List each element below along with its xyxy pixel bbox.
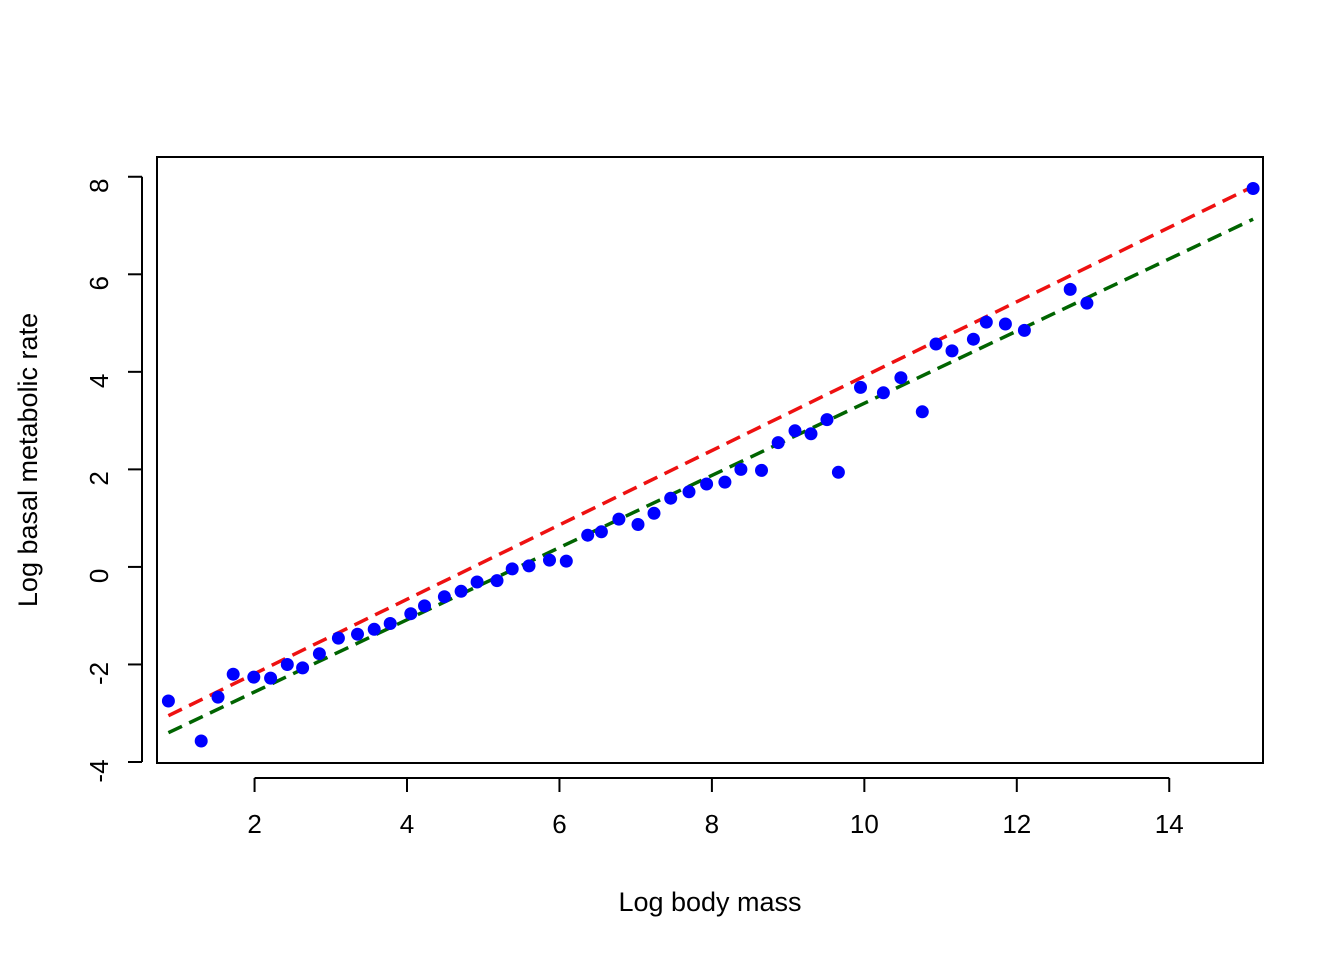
fit-line-red bbox=[167, 184, 1254, 718]
data-point bbox=[331, 631, 345, 645]
fit-line-green bbox=[167, 217, 1254, 735]
y-tick-label: 0 bbox=[84, 569, 114, 583]
data-point bbox=[505, 562, 519, 576]
data-point bbox=[247, 670, 261, 684]
data-point bbox=[543, 553, 556, 567]
data-point bbox=[682, 485, 696, 499]
data-point bbox=[418, 599, 431, 613]
data-point bbox=[647, 506, 661, 520]
data-point bbox=[718, 475, 732, 489]
data-point bbox=[979, 315, 993, 329]
data-point bbox=[854, 380, 867, 394]
x-tick-label: 2 bbox=[247, 809, 261, 839]
data-point bbox=[437, 590, 451, 604]
data-point bbox=[945, 344, 959, 358]
y-tick-label: 8 bbox=[84, 179, 114, 193]
data-point bbox=[929, 337, 943, 351]
x-tick-label: 6 bbox=[552, 809, 566, 839]
x-tick-label: 14 bbox=[1155, 809, 1184, 839]
x-axis: 2 4 6 8 10 12 14 bbox=[247, 777, 1184, 839]
data-point bbox=[612, 512, 626, 526]
data-point bbox=[383, 617, 397, 630]
data-point bbox=[404, 607, 418, 621]
data-point bbox=[226, 667, 240, 681]
y-tick-label: 4 bbox=[84, 374, 114, 388]
data-point bbox=[211, 690, 225, 704]
data-point bbox=[470, 575, 484, 589]
data-point bbox=[831, 465, 845, 479]
data-point bbox=[280, 658, 294, 671]
y-axis-label: Log basal metabolic rate bbox=[13, 313, 43, 607]
data-point bbox=[194, 734, 208, 748]
x-tick-label: 4 bbox=[400, 809, 414, 839]
data-point bbox=[894, 371, 908, 385]
data-point bbox=[915, 405, 929, 419]
data-point bbox=[161, 694, 175, 708]
data-point bbox=[788, 424, 802, 438]
data-point bbox=[296, 661, 310, 675]
data-point bbox=[454, 584, 468, 598]
x-tick-label: 12 bbox=[1002, 809, 1031, 839]
data-point bbox=[490, 574, 504, 588]
data-point bbox=[522, 559, 536, 573]
data-point bbox=[876, 386, 890, 400]
fit-lines bbox=[167, 184, 1254, 735]
data-point bbox=[734, 462, 748, 476]
x-axis-label: Log body mass bbox=[618, 887, 801, 917]
plot-frame bbox=[156, 156, 1264, 764]
data-points bbox=[161, 182, 1260, 748]
y-tick-label: -4 bbox=[84, 759, 114, 782]
data-point bbox=[755, 463, 768, 477]
data-point bbox=[820, 413, 834, 427]
y-tick-label: 2 bbox=[84, 471, 114, 485]
data-point bbox=[1246, 182, 1260, 195]
data-point bbox=[631, 518, 645, 531]
data-point bbox=[1063, 282, 1077, 296]
data-point bbox=[367, 622, 381, 636]
data-point bbox=[1080, 296, 1094, 310]
x-tick-label: 10 bbox=[850, 809, 879, 839]
data-point bbox=[804, 427, 818, 441]
data-point bbox=[559, 554, 573, 568]
data-point bbox=[312, 647, 326, 661]
data-point bbox=[594, 525, 608, 539]
y-tick-label: 6 bbox=[84, 276, 114, 290]
data-point bbox=[664, 491, 678, 505]
data-point bbox=[1017, 323, 1031, 337]
y-tick-label: -2 bbox=[84, 662, 114, 685]
data-point bbox=[771, 436, 785, 450]
data-point bbox=[581, 528, 595, 542]
y-axis: -4 -2 0 2 4 6 8 bbox=[84, 175, 143, 783]
data-point bbox=[700, 477, 714, 491]
data-point bbox=[966, 332, 980, 346]
data-point bbox=[351, 627, 364, 641]
data-point bbox=[264, 671, 278, 685]
x-tick-label: 8 bbox=[705, 809, 719, 839]
data-point bbox=[998, 317, 1012, 331]
